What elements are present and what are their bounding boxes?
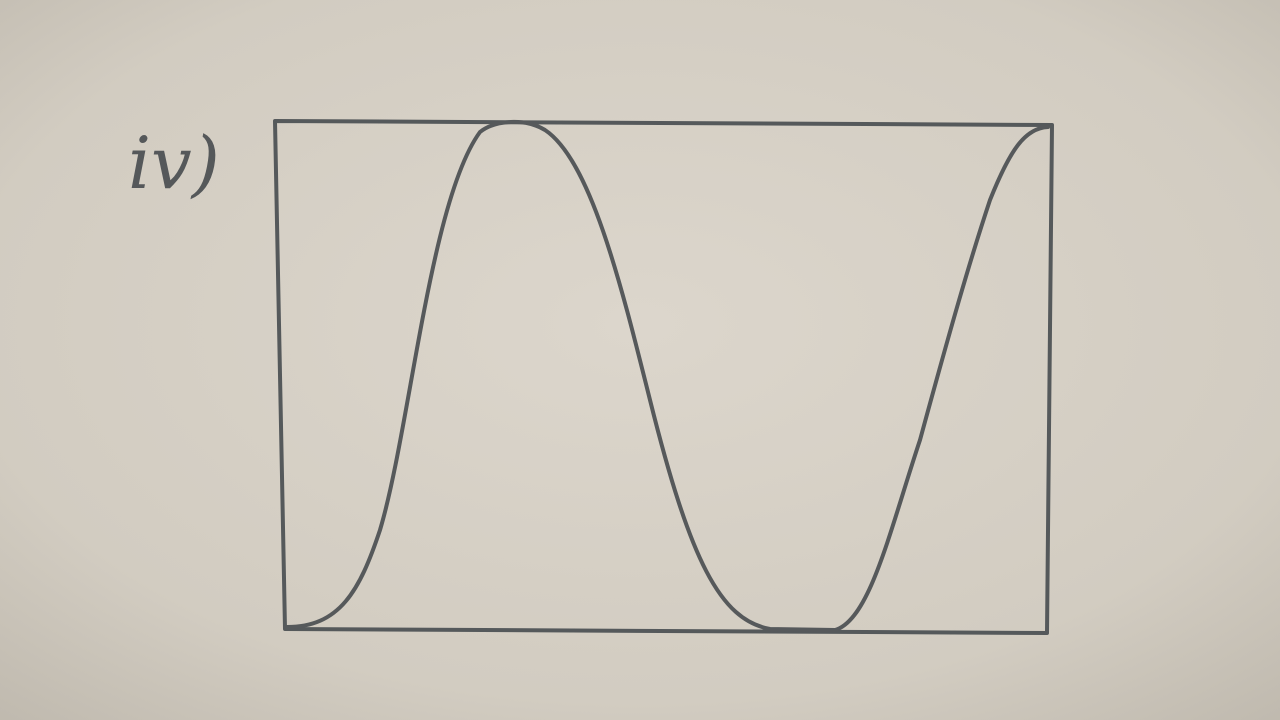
sketch-frame	[273, 119, 1054, 635]
sketch-curve	[283, 119, 1050, 633]
sketch-label: iv)	[128, 121, 220, 205]
